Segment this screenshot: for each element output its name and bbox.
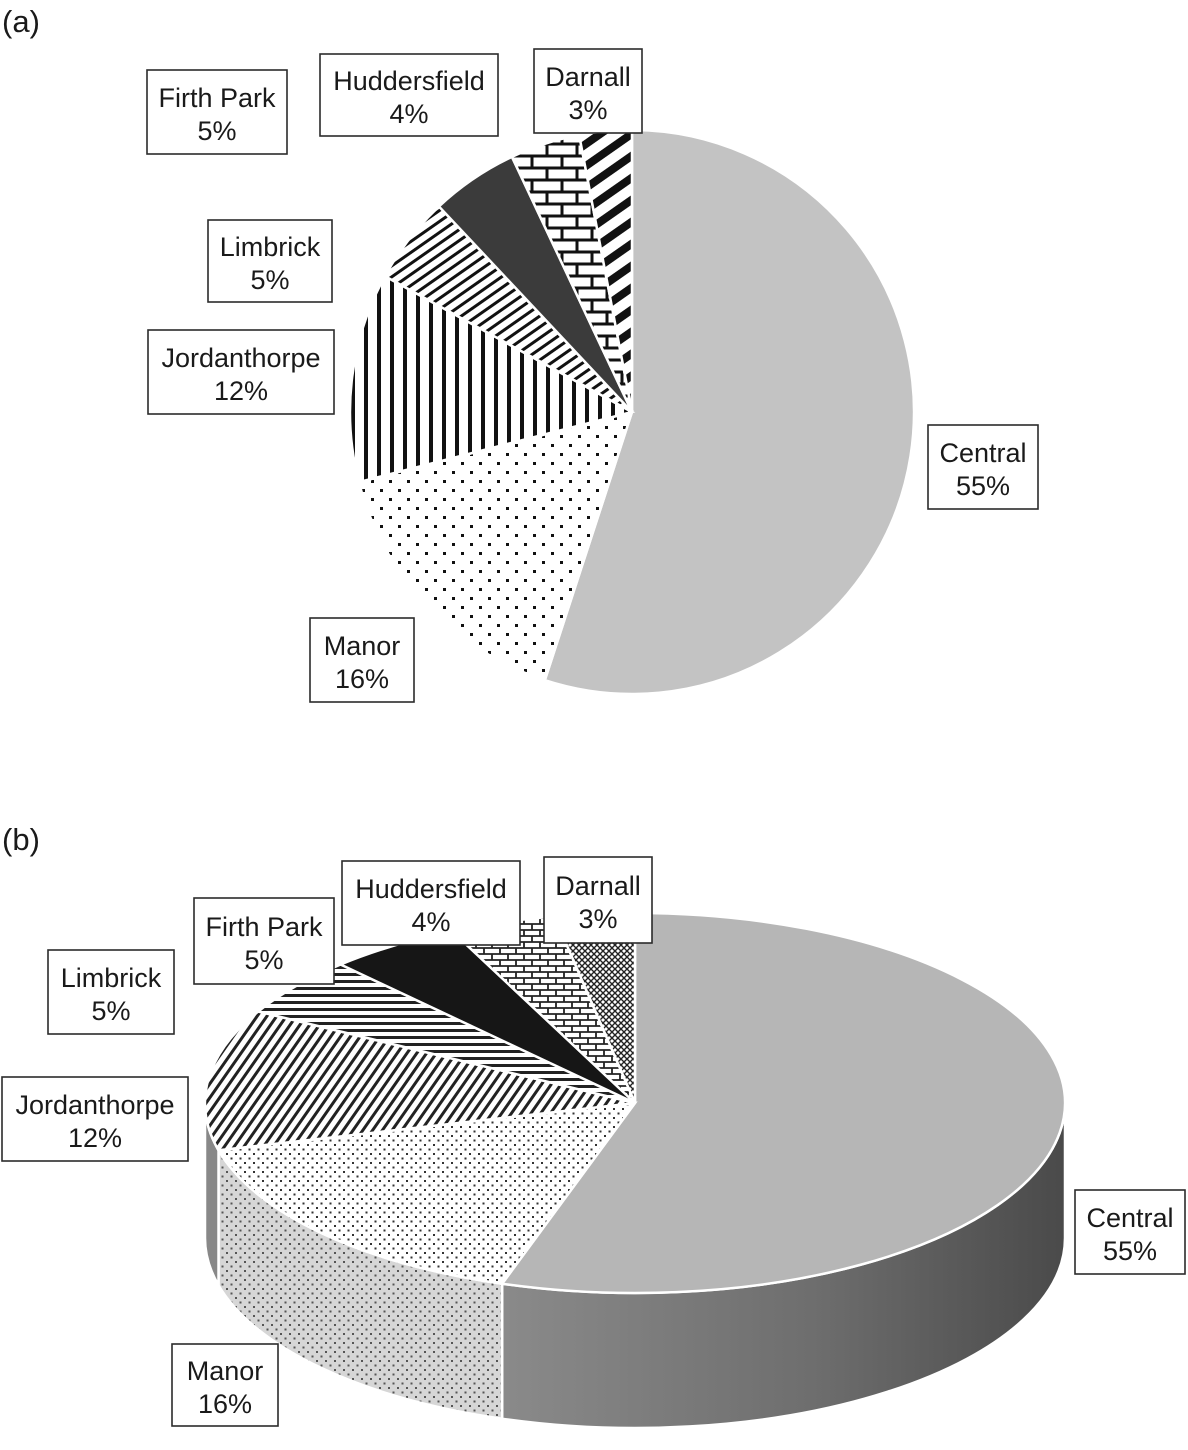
pie-b-percent-jordanthorpe: 12% [68, 1123, 122, 1153]
pie-chart-a [348, 128, 916, 696]
pie-b-percent-limbrick: 5% [91, 996, 130, 1026]
pie-a-slice-manor [357, 410, 634, 682]
panel-label-a: (a) [2, 4, 40, 39]
pie-a-percent-huddersfield: 4% [389, 99, 428, 129]
pie-a-percent-manor: 16% [335, 664, 389, 694]
pie-b-percent-manor: 16% [198, 1389, 252, 1419]
pie-a-percent-limbrick: 5% [250, 265, 289, 295]
pie-b-slice-jordanthorpe [203, 1010, 636, 1152]
pie-chart-b [203, 911, 1067, 1430]
pie-b-category-huddersfield: Huddersfield [355, 874, 507, 904]
pie-a-category-huddersfield: Huddersfield [333, 66, 485, 96]
pie-a-category-firth-park: Firth Park [158, 83, 276, 113]
pie-a-percent-darnall: 3% [568, 95, 607, 125]
pie-a-percent-jordanthorpe: 12% [214, 376, 268, 406]
pie-b-category-jordanthorpe: Jordanthorpe [15, 1090, 174, 1120]
pie-b-category-darnall: Darnall [555, 871, 641, 901]
pie-b-category-manor: Manor [187, 1356, 264, 1386]
pie-a-percent-central: 55% [956, 471, 1010, 501]
pie-b-percent-darnall: 3% [578, 904, 617, 934]
pie-b-slice-central [499, 911, 1067, 1295]
pie-b-percent-firth-park: 5% [244, 945, 283, 975]
pie-a-category-darnall: Darnall [545, 62, 631, 92]
pie-b-category-firth-park: Firth Park [205, 912, 323, 942]
pie-b-percent-central: 55% [1103, 1236, 1157, 1266]
pie-a-category-limbrick: Limbrick [220, 232, 321, 262]
pie-a-category-manor: Manor [324, 631, 401, 661]
pie-a-category-jordanthorpe: Jordanthorpe [161, 343, 320, 373]
pie-b-category-limbrick: Limbrick [61, 963, 162, 993]
pie-a-percent-firth-park: 5% [197, 116, 236, 146]
pie-b-category-central: Central [1086, 1203, 1173, 1233]
pie-b-percent-huddersfield: 4% [411, 907, 450, 937]
panel-label-b: (b) [2, 822, 40, 857]
pie-a-category-central: Central [939, 438, 1026, 468]
pie-b-slice-manor [216, 1101, 638, 1286]
pie-a-slice-jordanthorpe [348, 274, 636, 484]
pie-a-slice-central [543, 128, 916, 696]
